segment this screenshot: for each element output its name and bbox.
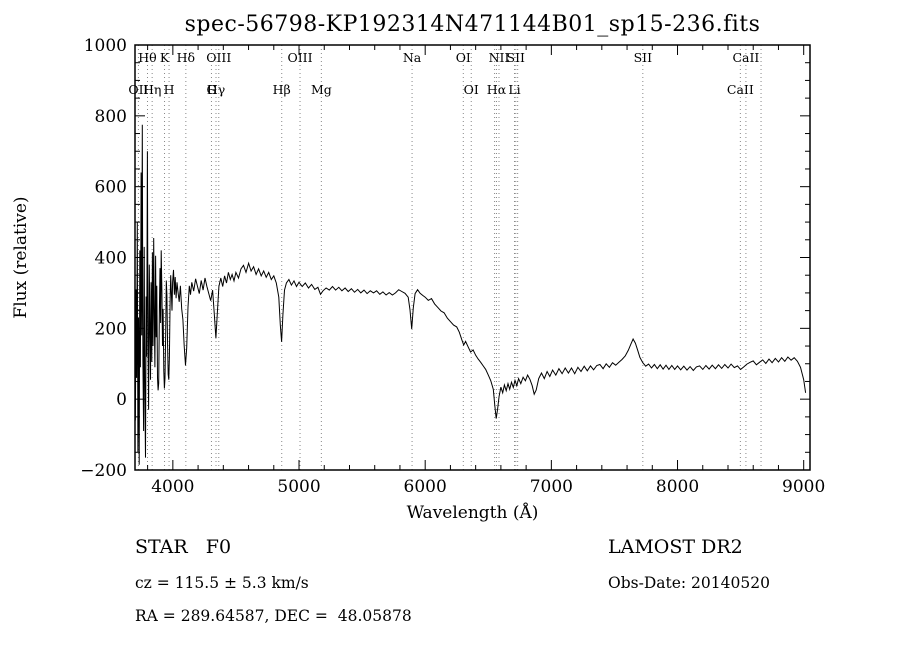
x-tick-label: 5000 bbox=[277, 477, 320, 497]
spectral-marker-label: Li bbox=[508, 82, 520, 97]
x-tick-label: 8000 bbox=[656, 477, 699, 497]
x-tick-label: 4000 bbox=[151, 477, 194, 497]
spectral-marker-label: Hγ bbox=[207, 82, 225, 97]
spectral-marker-label: OI bbox=[464, 82, 479, 97]
spectral-marker-label: Hθ bbox=[138, 50, 156, 65]
y-axis-label: Flux (relative) bbox=[11, 196, 31, 318]
spectral-marker-label: Hδ bbox=[177, 50, 195, 65]
spectral-marker-label: Hα bbox=[487, 82, 507, 97]
spectral-marker-label: NII bbox=[489, 50, 510, 65]
x-tick-label: 6000 bbox=[404, 477, 447, 497]
plot-title: spec-56798-KP192314N471144B01_sp15-236.f… bbox=[184, 12, 761, 37]
y-tick-label: 0 bbox=[116, 390, 127, 410]
spectral-marker-label: SII bbox=[634, 50, 653, 65]
survey-label: LAMOST DR2 bbox=[608, 536, 743, 558]
plot-frame bbox=[134, 44, 811, 471]
x-tick-label: 7000 bbox=[530, 477, 573, 497]
spectral-marker-label: H bbox=[164, 82, 175, 97]
x-tick-label: 9000 bbox=[782, 477, 825, 497]
y-tick-label: 600 bbox=[95, 178, 127, 198]
spectral-marker-label: G bbox=[206, 82, 216, 97]
spectral-marker-label: OII bbox=[128, 82, 148, 97]
spectral-marker-label: OIII bbox=[206, 50, 231, 65]
spectrum-line bbox=[135, 124, 807, 465]
spectral-marker-label: Hβ bbox=[273, 82, 291, 97]
y-tick-label: 400 bbox=[95, 249, 127, 269]
y-tick-label: 800 bbox=[95, 107, 127, 127]
spectral-marker-label: OIII bbox=[287, 50, 312, 65]
obs-date-value: Obs-Date: 20140520 bbox=[608, 574, 770, 592]
spectral-marker-label: CaII bbox=[727, 82, 754, 97]
coords-value: RA = 289.64587, DEC = 48.05878 bbox=[135, 607, 412, 625]
spectral-marker-label: CaII bbox=[732, 50, 759, 65]
cz-value: cz = 115.5 ± 5.3 km/s bbox=[135, 574, 309, 592]
spectral-marker-label: Hη bbox=[143, 82, 161, 97]
object-class-label: STAR F0 bbox=[135, 536, 232, 558]
y-tick-label: 1000 bbox=[84, 36, 127, 56]
spectral-marker-label: Mg bbox=[311, 82, 332, 97]
spectral-marker-label: K bbox=[160, 50, 170, 65]
y-tick-label: 200 bbox=[95, 319, 127, 339]
y-tick-label: −200 bbox=[80, 461, 127, 481]
spectral-marker-label: Na bbox=[403, 50, 422, 65]
spectral-marker-label: OI bbox=[456, 50, 471, 65]
x-axis-label: Wavelength (Å) bbox=[407, 502, 539, 523]
spectral-marker-label: SII bbox=[507, 50, 526, 65]
